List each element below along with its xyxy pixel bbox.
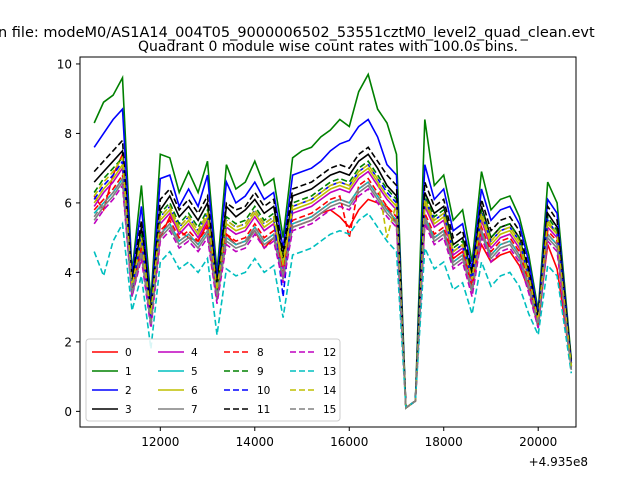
legend-label-5: 5: [191, 366, 198, 378]
legend-label-1: 1: [125, 366, 132, 378]
series-line-6: [93, 162, 573, 410]
legend-label-13: 13: [323, 366, 336, 378]
chart-title: Quadrant 0 module wise count rates with …: [138, 39, 518, 55]
legend-label-3: 3: [125, 404, 132, 416]
legend-label-7: 7: [191, 404, 198, 416]
y-tick-label: 4: [64, 266, 72, 280]
legend-label-15: 15: [323, 404, 336, 416]
series-line-13: [93, 212, 573, 410]
x-tick-label: 16000: [330, 435, 368, 449]
legend-frame: [85, 338, 341, 422]
legend-label-11: 11: [257, 404, 270, 416]
y-tick-label: 0: [64, 405, 72, 419]
legend-label-6: 6: [191, 385, 198, 397]
series-lines: [93, 72, 573, 410]
legend-label-0: 0: [125, 347, 132, 359]
series-line-1: [93, 72, 573, 410]
x-tick-label: 20000: [519, 435, 557, 449]
legend-label-10: 10: [257, 385, 270, 397]
series-line-12: [93, 183, 573, 410]
x-axis-ticks: 12000 14000 16000 18000 20000: [141, 427, 557, 449]
legend-label-2: 2: [125, 385, 132, 397]
y-axis-ticks: 0 2 4 6 8 10: [57, 57, 80, 419]
series-line-14: [93, 155, 573, 410]
series-line-7: [93, 179, 573, 410]
suptitle: n file: modeM0/AS1A14_004T05_9000006502_…: [0, 25, 595, 41]
series-line-3: [93, 148, 573, 410]
y-tick-label: 10: [57, 57, 72, 71]
plot-frame: [79, 56, 577, 428]
y-tick-label: 6: [64, 196, 72, 210]
series-line-11: [93, 138, 573, 410]
x-tick-label: 18000: [425, 435, 463, 449]
series-line-2: [93, 107, 573, 410]
x-offset-label: +4.935e8: [529, 455, 588, 469]
x-tick-label: 12000: [141, 435, 179, 449]
x-tick-label: 14000: [236, 435, 274, 449]
legend-label-14: 14: [323, 385, 337, 397]
legend-label-12: 12: [323, 347, 336, 359]
y-tick-label: 2: [64, 335, 72, 349]
series-line-4: [93, 165, 573, 410]
series-line-10: [93, 158, 573, 410]
series-line-15: [93, 176, 573, 410]
y-tick-label: 8: [64, 127, 72, 141]
legend-label-9: 9: [257, 366, 264, 378]
series-line-8: [93, 172, 573, 410]
legend-label-8: 8: [257, 347, 264, 359]
legend-label-4: 4: [191, 347, 198, 359]
